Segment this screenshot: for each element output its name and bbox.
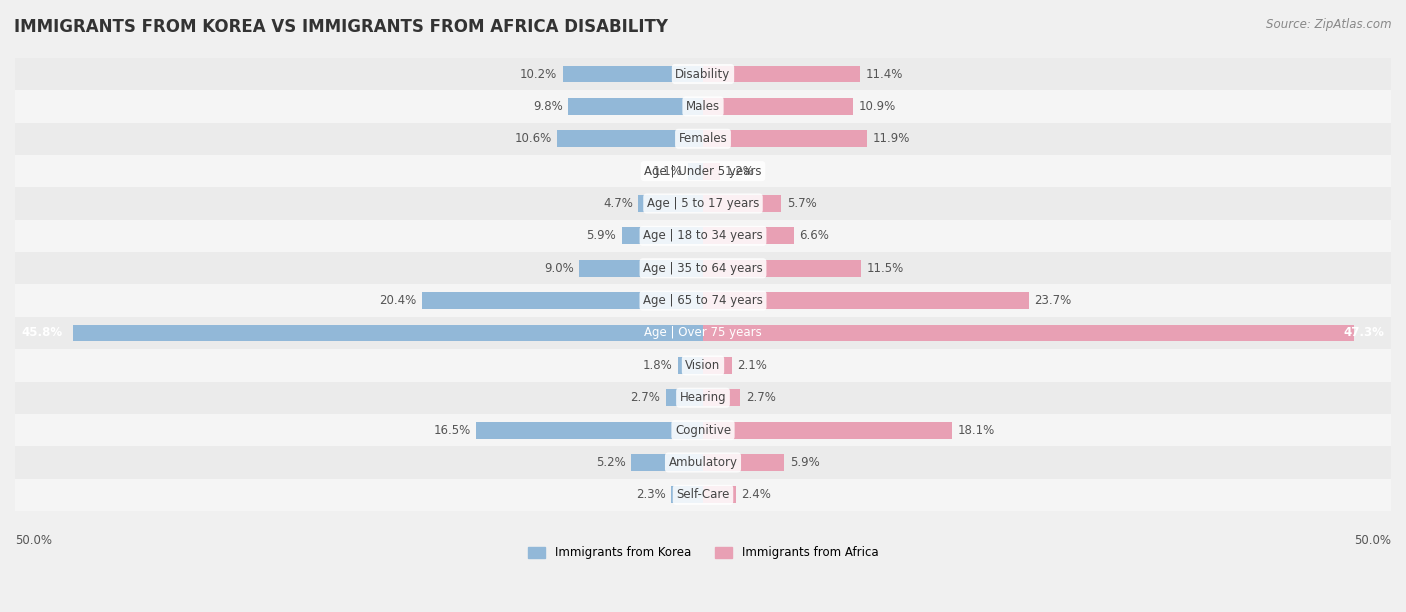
Bar bbox=[703, 454, 785, 471]
Bar bbox=[15, 479, 1391, 511]
Bar bbox=[568, 98, 703, 115]
Bar bbox=[638, 195, 703, 212]
Text: Age | 18 to 34 years: Age | 18 to 34 years bbox=[643, 230, 763, 242]
Bar bbox=[15, 58, 1391, 90]
Bar bbox=[15, 349, 1391, 381]
Bar bbox=[15, 122, 1391, 155]
Text: 1.1%: 1.1% bbox=[652, 165, 682, 177]
Text: 10.2%: 10.2% bbox=[520, 67, 557, 81]
Bar bbox=[15, 90, 1391, 122]
Bar bbox=[621, 228, 703, 244]
Bar bbox=[15, 414, 1391, 446]
Bar bbox=[15, 285, 1391, 317]
Text: 50.0%: 50.0% bbox=[15, 534, 52, 547]
Bar bbox=[15, 220, 1391, 252]
Text: Males: Males bbox=[686, 100, 720, 113]
Text: 9.8%: 9.8% bbox=[533, 100, 562, 113]
Text: Self-Care: Self-Care bbox=[676, 488, 730, 501]
Bar bbox=[15, 446, 1391, 479]
Bar bbox=[703, 324, 1354, 341]
Text: Age | Over 75 years: Age | Over 75 years bbox=[644, 326, 762, 340]
Text: Disability: Disability bbox=[675, 67, 731, 81]
Text: Age | 35 to 64 years: Age | 35 to 64 years bbox=[643, 262, 763, 275]
Text: 5.9%: 5.9% bbox=[586, 230, 616, 242]
Text: 10.6%: 10.6% bbox=[515, 132, 551, 145]
Legend: Immigrants from Korea, Immigrants from Africa: Immigrants from Korea, Immigrants from A… bbox=[523, 542, 883, 564]
Bar bbox=[15, 155, 1391, 187]
Bar bbox=[703, 422, 952, 439]
Text: 11.5%: 11.5% bbox=[866, 262, 904, 275]
Text: 18.1%: 18.1% bbox=[957, 424, 995, 436]
Bar bbox=[15, 317, 1391, 349]
Text: 1.2%: 1.2% bbox=[725, 165, 755, 177]
Text: 5.2%: 5.2% bbox=[596, 456, 626, 469]
Bar bbox=[579, 260, 703, 277]
Text: 23.7%: 23.7% bbox=[1035, 294, 1071, 307]
Bar bbox=[15, 252, 1391, 285]
Text: Age | 5 to 17 years: Age | 5 to 17 years bbox=[647, 197, 759, 210]
Text: Age | 65 to 74 years: Age | 65 to 74 years bbox=[643, 294, 763, 307]
Bar bbox=[703, 130, 866, 147]
Bar bbox=[703, 389, 740, 406]
Text: 5.9%: 5.9% bbox=[790, 456, 820, 469]
Text: 50.0%: 50.0% bbox=[1354, 534, 1391, 547]
Bar bbox=[73, 324, 703, 341]
Text: Hearing: Hearing bbox=[679, 391, 727, 405]
Bar bbox=[703, 260, 862, 277]
Text: 4.7%: 4.7% bbox=[603, 197, 633, 210]
Bar bbox=[678, 357, 703, 374]
Text: Females: Females bbox=[679, 132, 727, 145]
Text: 5.7%: 5.7% bbox=[787, 197, 817, 210]
Bar bbox=[477, 422, 703, 439]
Bar bbox=[703, 228, 794, 244]
Bar bbox=[671, 487, 703, 503]
Bar bbox=[703, 487, 735, 503]
Text: 47.3%: 47.3% bbox=[1343, 326, 1384, 340]
Text: 45.8%: 45.8% bbox=[22, 326, 63, 340]
Text: 16.5%: 16.5% bbox=[433, 424, 471, 436]
Bar bbox=[562, 65, 703, 83]
Text: Vision: Vision bbox=[685, 359, 721, 372]
Text: 11.4%: 11.4% bbox=[865, 67, 903, 81]
Text: 2.1%: 2.1% bbox=[737, 359, 768, 372]
Bar bbox=[703, 65, 860, 83]
Text: Ambulatory: Ambulatory bbox=[668, 456, 738, 469]
Text: 2.3%: 2.3% bbox=[636, 488, 666, 501]
Bar bbox=[703, 163, 720, 179]
Text: 20.4%: 20.4% bbox=[380, 294, 416, 307]
Bar bbox=[15, 187, 1391, 220]
Text: 10.9%: 10.9% bbox=[859, 100, 896, 113]
Bar bbox=[703, 357, 733, 374]
Text: 2.7%: 2.7% bbox=[745, 391, 776, 405]
Text: 6.6%: 6.6% bbox=[800, 230, 830, 242]
Text: 9.0%: 9.0% bbox=[544, 262, 574, 275]
Text: Source: ZipAtlas.com: Source: ZipAtlas.com bbox=[1267, 18, 1392, 31]
Bar bbox=[631, 454, 703, 471]
Bar bbox=[703, 98, 853, 115]
Text: 1.8%: 1.8% bbox=[643, 359, 672, 372]
Bar bbox=[703, 195, 782, 212]
Text: 2.4%: 2.4% bbox=[741, 488, 772, 501]
Text: Cognitive: Cognitive bbox=[675, 424, 731, 436]
Text: IMMIGRANTS FROM KOREA VS IMMIGRANTS FROM AFRICA DISABILITY: IMMIGRANTS FROM KOREA VS IMMIGRANTS FROM… bbox=[14, 18, 668, 36]
Text: Age | Under 5 years: Age | Under 5 years bbox=[644, 165, 762, 177]
Bar bbox=[703, 292, 1029, 309]
Text: 11.9%: 11.9% bbox=[872, 132, 910, 145]
Bar bbox=[688, 163, 703, 179]
Text: 2.7%: 2.7% bbox=[630, 391, 661, 405]
Bar bbox=[557, 130, 703, 147]
Bar bbox=[15, 381, 1391, 414]
Bar bbox=[422, 292, 703, 309]
Bar bbox=[666, 389, 703, 406]
